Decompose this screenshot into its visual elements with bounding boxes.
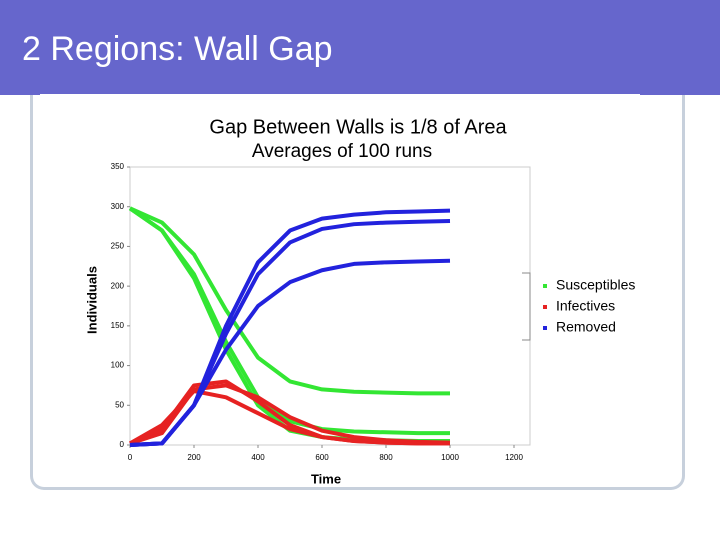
y-tick-label: 50 bbox=[115, 400, 124, 409]
legend-swatch bbox=[543, 284, 547, 288]
slide-title: 2 Regions: Wall Gap bbox=[22, 30, 333, 68]
legend-label: Removed bbox=[556, 319, 616, 335]
x-axis-label: Time bbox=[311, 471, 341, 486]
y-tick-label: 300 bbox=[111, 202, 125, 211]
chart-subtitle: Averages of 100 runs bbox=[252, 141, 432, 162]
y-tick-label: 250 bbox=[111, 242, 125, 251]
title-bar: 2 Regions: Wall Gap bbox=[0, 0, 720, 95]
x-tick-label: 600 bbox=[315, 453, 329, 462]
y-tick-label: 100 bbox=[111, 361, 125, 370]
x-tick-label: 1200 bbox=[505, 453, 523, 462]
x-tick-label: 800 bbox=[379, 453, 393, 462]
legend-swatch bbox=[543, 305, 547, 309]
legend-label: Infectives bbox=[556, 298, 615, 314]
rule bbox=[40, 94, 640, 97]
x-tick-label: 200 bbox=[187, 453, 201, 462]
chart-title: Gap Between Walls is 1/8 of Area bbox=[209, 116, 507, 138]
legend-swatch bbox=[543, 326, 547, 330]
y-tick-label: 350 bbox=[111, 162, 125, 171]
x-tick-label: 0 bbox=[128, 453, 133, 462]
series-line bbox=[129, 206, 450, 396]
y-tick-label: 0 bbox=[120, 440, 125, 449]
y-tick-label: 150 bbox=[111, 321, 125, 330]
x-tick-label: 1000 bbox=[441, 453, 459, 462]
series-line bbox=[129, 258, 451, 447]
legend-bracket bbox=[522, 272, 531, 341]
plot-frame bbox=[129, 166, 531, 446]
content-box bbox=[30, 95, 685, 490]
y-tick-label: 200 bbox=[111, 281, 125, 290]
y-axis-label: Individuals bbox=[84, 266, 99, 334]
series-line bbox=[129, 388, 450, 446]
x-tick-label: 400 bbox=[251, 453, 265, 462]
legend-label: Susceptibles bbox=[556, 277, 635, 293]
